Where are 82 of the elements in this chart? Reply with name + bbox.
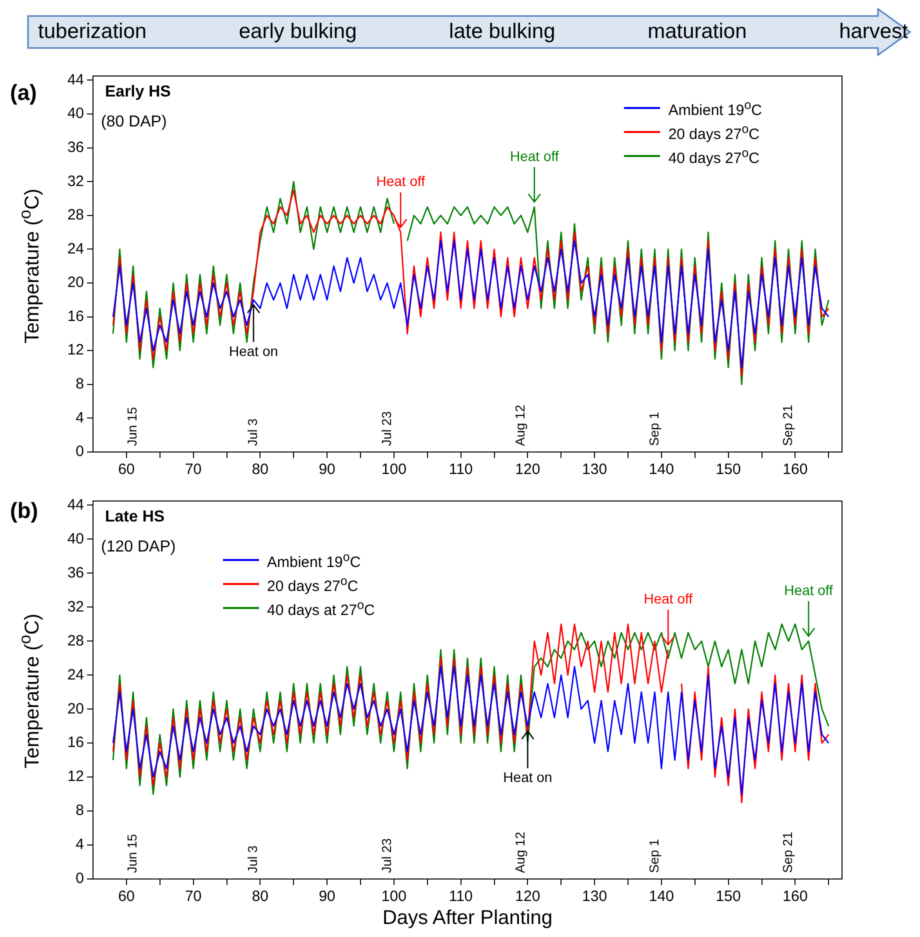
text: maturation: [648, 20, 747, 44]
y-tick-label: 44: [67, 71, 84, 88]
x2-tick-label: Aug 12: [512, 832, 528, 873]
annotation: Heat off: [376, 173, 426, 190]
y-tick-label: 4: [76, 836, 84, 854]
y-tick-label: 36: [67, 138, 84, 156]
y-tick-label: 44: [67, 496, 84, 514]
x-tick-label: 70: [184, 461, 202, 478]
x-axis-title: Days After Planting: [381, 907, 554, 930]
x2-tick-label: Jul 3: [245, 846, 260, 873]
y-tick-label: 4: [76, 409, 84, 426]
x-tick-label: 110: [448, 461, 473, 478]
x-tick-label: 60: [118, 888, 135, 906]
x2-tick-label: Jul 3: [245, 418, 260, 446]
y-tick-label: 12: [67, 768, 84, 786]
x2-tick-label: Sep 21: [780, 832, 796, 873]
y-tick-label: 16: [67, 308, 84, 325]
y-tick-label: 24: [67, 666, 84, 684]
x-tick-label: 140: [648, 888, 674, 906]
text: harvest: [839, 20, 908, 44]
x-tick-label: 130: [582, 461, 608, 478]
x2-tick-label: Jun 15: [124, 406, 140, 446]
y-tick-label: 32: [67, 598, 84, 616]
x-tick-label: 60: [118, 461, 135, 478]
legend-label: 20 days 27$^{o}$C: [267, 574, 358, 594]
x2-tick-label: Sep 21: [780, 404, 796, 446]
text: (a): [10, 80, 37, 106]
y-tick-label: 8: [76, 376, 84, 393]
x-tick-label: 80: [252, 461, 269, 478]
y-tick-label: 24: [67, 240, 84, 258]
chart-title: Early HS: [105, 83, 172, 100]
x2-tick-label: Jul 23: [378, 411, 394, 446]
x-tick-label: 150: [716, 888, 741, 906]
legend-label: Ambient 19$^{o}$C: [267, 550, 361, 570]
x-tick-label: 100: [381, 461, 406, 478]
legend-label: 40 days 27$^{o}$C: [668, 146, 760, 166]
y-tick-label: 0: [76, 870, 84, 888]
x2-tick-label: Jul 23: [378, 838, 394, 873]
y-tick-label: 32: [67, 172, 84, 190]
legend-label: 20 days 27$^{o}$C: [668, 122, 760, 142]
text: (120 DAP): [101, 538, 176, 556]
y-tick-label: 40: [67, 530, 84, 548]
x-tick-label: 90: [318, 461, 336, 478]
x2-tick-label: Sep 1: [646, 839, 662, 873]
y-tick-label: 20: [67, 700, 84, 718]
text: early bulking: [238, 20, 357, 44]
y-tick-label: 0: [76, 443, 84, 460]
y-tick-label: 28: [67, 206, 84, 224]
annotation: Heat off: [644, 590, 693, 607]
x-tick-label: 160: [782, 461, 808, 478]
x-tick-label: 150: [716, 461, 741, 478]
x-tick-label: 160: [782, 888, 808, 906]
annotation: Heat on: [228, 342, 278, 359]
legend-label: Ambient 19$^{o}$C: [668, 98, 762, 118]
y-tick-label: 20: [67, 274, 84, 292]
text: tuberization: [38, 20, 147, 44]
text: Late HS: [105, 508, 165, 526]
annotation: Heat off: [510, 148, 559, 164]
annotation: Heat on: [503, 768, 552, 785]
x-tick-label: 80: [252, 888, 269, 906]
legend-label: 40 days at 27$^{o}$C: [267, 598, 375, 618]
x-tick-label: 100: [381, 888, 406, 906]
text: (80 DAP): [101, 113, 167, 130]
y-tick-label: 8: [76, 802, 84, 820]
x2-tick-label: Jun 15: [124, 834, 140, 873]
x-tick-label: 140: [648, 461, 674, 478]
y-tick-label: 12: [67, 342, 84, 359]
x-tick-label: 110: [448, 888, 473, 906]
text: late bulking: [449, 20, 556, 44]
x-tick-label: 120: [515, 888, 540, 906]
x-tick-label: 90: [318, 888, 336, 906]
x-tick-label: 70: [184, 888, 202, 906]
annotation: Heat off: [784, 582, 834, 598]
x-tick-label: 120: [515, 461, 540, 478]
y-tick-label: 28: [67, 632, 84, 650]
y-tick-label: 36: [67, 564, 84, 582]
text: (b): [10, 498, 38, 524]
x-tick-label: 130: [582, 888, 608, 906]
y-tick-label: 16: [67, 734, 84, 752]
x2-tick-label: Sep 1: [646, 412, 662, 446]
y-tick-label: 40: [67, 105, 84, 122]
x2-tick-label: Aug 12: [512, 404, 528, 446]
